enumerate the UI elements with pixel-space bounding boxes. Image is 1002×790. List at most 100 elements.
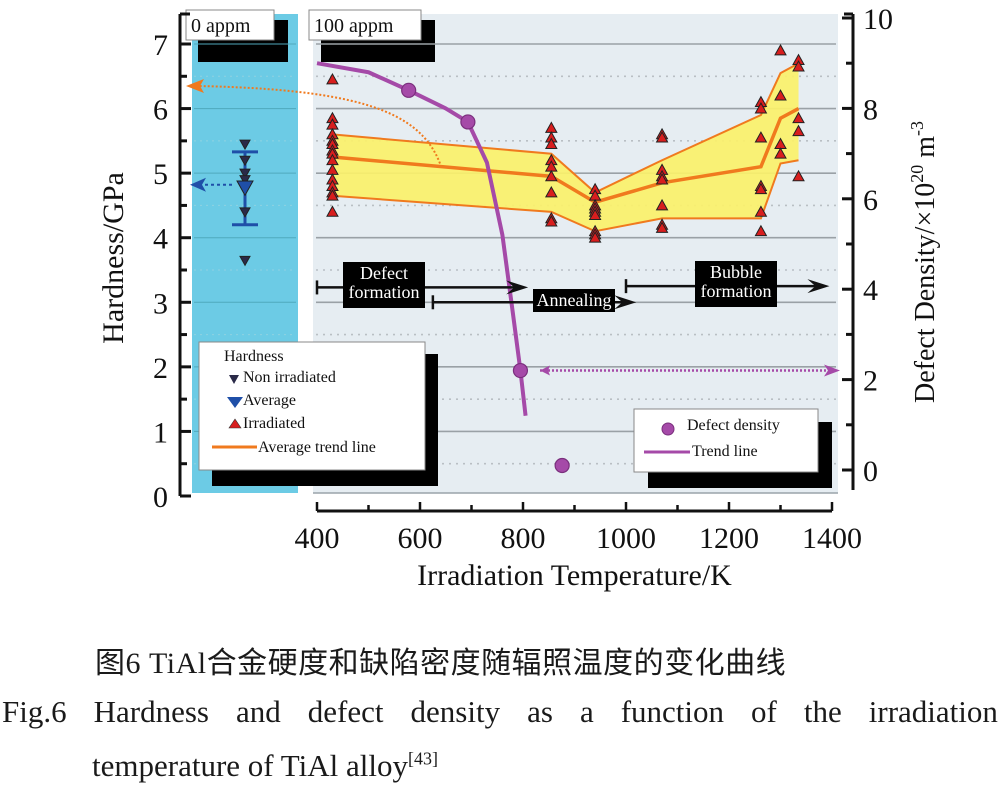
non-irradiated-point — [239, 168, 251, 180]
defect-density-point — [460, 114, 476, 130]
irradiated-point — [544, 215, 558, 227]
irradiated-point — [754, 131, 768, 143]
caption-word: density — [410, 694, 501, 729]
y-axis-right-title: Defect Density/×1020 m-3 — [907, 121, 941, 403]
irradiated-point — [544, 137, 558, 149]
defect-density-point — [512, 362, 529, 379]
hardness-band — [332, 63, 799, 232]
irradiated-point — [544, 169, 558, 182]
annealing-label-text: Annealing — [537, 290, 612, 310]
y-right-title-unit: m — [910, 136, 941, 165]
legend-average-icon — [227, 397, 243, 408]
irradiated-point — [655, 131, 669, 143]
x-tick-label: 800 — [501, 522, 546, 555]
irradiated-point — [655, 221, 669, 233]
caption-word: of — [751, 694, 777, 729]
orange-arrowhead — [186, 78, 204, 93]
panel-label-100-appm-box — [308, 9, 422, 41]
y-left-tick-label: 6 — [153, 94, 168, 127]
y-right-title-exp: 20 — [907, 165, 927, 183]
defect-arrowhead — [824, 364, 840, 377]
y-right-tick-label: 0 — [863, 455, 878, 488]
legend-defect-item: Defect density — [687, 417, 780, 434]
panel-label-0-appm-text: 0 appm — [191, 15, 251, 37]
y-axis-left-title: Hardness/GPa — [97, 172, 130, 344]
legend-title-hardness: Hardness — [224, 348, 284, 365]
y-right-tick-label: 10 — [863, 3, 893, 36]
annealing-arrow-arrowhead — [614, 295, 637, 310]
defect-formation-label-text: Defect — [360, 263, 408, 283]
hardness-legend-box — [198, 341, 426, 471]
irradiated-point — [792, 124, 805, 137]
y-right-tick-label: 4 — [863, 274, 878, 307]
x-tick-label: 600 — [398, 522, 443, 555]
irradiated-point — [754, 224, 768, 237]
x-tick-label: 1400 — [802, 522, 862, 555]
y-left-tick-label: 3 — [153, 287, 168, 320]
blue-arrowhead — [190, 177, 206, 192]
legend-hardness-item: Average trend line — [258, 439, 376, 456]
legend-hardness-item: Irradiated — [243, 415, 305, 432]
hardness-range-band — [332, 63, 799, 232]
axes: 0 1 2 3 4 5 6 7 Hardness/GPa 0 2 4 6 8 10 Defect Densit… — [97, 3, 941, 592]
hardness-points — [232, 43, 805, 267]
caption-word: as — [527, 694, 553, 729]
legend-hardness-item: Non irradiated — [243, 369, 336, 386]
defect-arrow-tail — [540, 365, 550, 376]
annealing-label-box — [533, 289, 615, 312]
defect-formation-arrow-arrowhead — [506, 280, 529, 295]
defect-trend-line — [316, 61, 528, 416]
caption-english-text: temperature of TiAl alloy — [92, 748, 408, 783]
irradiated-point — [754, 182, 768, 195]
defect-density-point — [401, 82, 417, 98]
caption-reference: [43] — [407, 748, 438, 769]
irradiated-point — [588, 208, 602, 221]
bubble-formation-arrow-arrowhead — [807, 279, 830, 294]
panel-label-100-appm: 100 appm — [308, 9, 435, 62]
bubble-formation-label-text: formation — [701, 281, 772, 301]
panel-label-0-appm: 0 appm — [185, 9, 288, 62]
caption-english-line1: Fig.6 Hardness and defect density as a function… — [2, 694, 998, 730]
irradiated-point — [326, 72, 339, 85]
non-irradiated-point — [239, 139, 251, 151]
hardness-arrow-to-axis — [195, 84, 441, 164]
caption-word: the — [803, 694, 842, 729]
x-tick-label: 1000 — [596, 522, 656, 555]
legends: Hardness Non irradiated Average Irradiated A… — [198, 341, 832, 488]
y-right-tick-label: 2 — [863, 365, 878, 398]
irradiated-point — [792, 60, 805, 72]
x-axis-title: Irradiation Temperature/K — [417, 559, 732, 592]
caption-word: Hardness — [93, 694, 209, 729]
defect-density-point — [554, 457, 570, 474]
bubble-formation-label-box — [695, 261, 777, 307]
irradiated-point — [774, 43, 787, 56]
x-tick-label: 1200 — [699, 522, 759, 555]
irradiated-point — [655, 173, 669, 185]
panel-label-0-appm-box — [185, 9, 275, 41]
y-left-tick-label: 2 — [153, 352, 168, 385]
irradiated-point — [655, 198, 669, 211]
irradiated-point — [326, 205, 339, 217]
bubble-formation-label-text: Bubble — [710, 262, 762, 282]
annealing-label: Annealing — [533, 289, 615, 312]
y-left-tick-label: 0 — [153, 481, 168, 514]
legend-defect-icon — [661, 422, 675, 436]
y-right-tick-label: 8 — [863, 93, 878, 126]
caption-word: a — [579, 694, 594, 729]
caption-chinese: 图6 TiAl合金硬度和缺陷密度随辐照温度的变化曲线 — [95, 647, 787, 680]
y-left-tick-label: 1 — [153, 416, 168, 449]
average-point — [236, 180, 254, 197]
y-right-title-base: Defect Density/×10 — [910, 183, 941, 403]
defect-formation-label-text: formation — [349, 282, 420, 302]
caption-word: and — [236, 694, 281, 729]
caption-english-line2: temperature of TiAl alloy[43] — [92, 748, 438, 784]
legend-irradiated-icon — [228, 418, 242, 429]
y-left-tick-label: 5 — [153, 158, 168, 191]
legend-non-irradiated-icon — [229, 375, 239, 384]
y-right-title-unit-exp: -3 — [907, 121, 927, 136]
non-irradiated-point — [239, 207, 251, 218]
